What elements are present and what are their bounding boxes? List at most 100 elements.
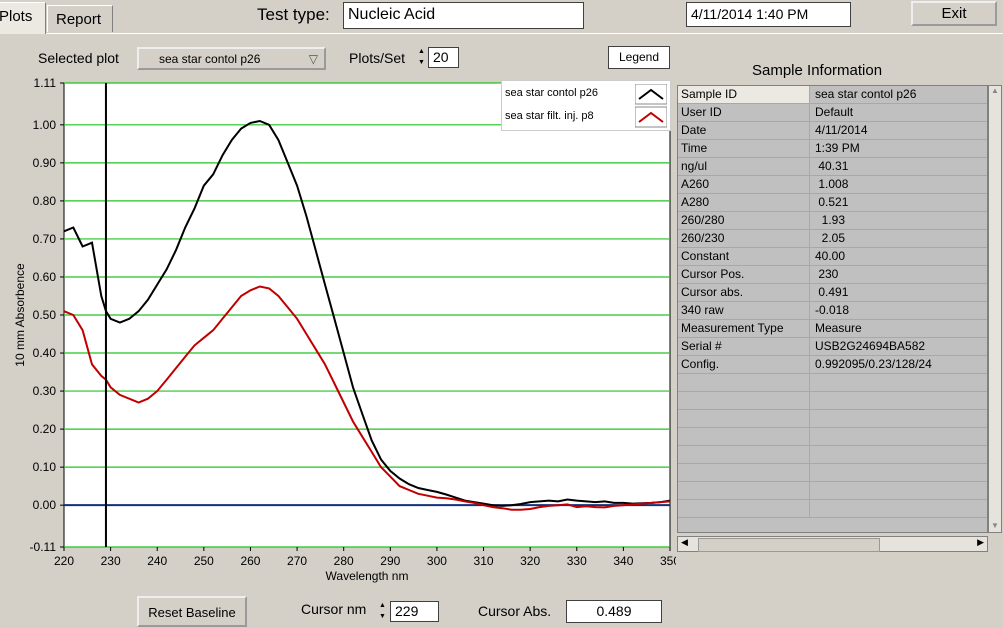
vertical-scrollbar[interactable]: ▲ ▼ (988, 85, 1002, 533)
scroll-down-icon[interactable]: ▼ (991, 521, 999, 530)
cursor-abs-label: Cursor Abs. (478, 603, 552, 619)
x-tick-label: 260 (240, 554, 260, 568)
table-cell-value: 1.008 (815, 177, 849, 191)
cursor-nm-field[interactable]: 229 (390, 601, 439, 622)
table-row: User ID Default (678, 104, 987, 122)
y-tick-label: 0.10 (33, 460, 57, 474)
y-tick-label: 0.70 (33, 232, 57, 246)
table-cell-key: A280 (678, 194, 810, 211)
table-cell-key: Sample ID (678, 86, 810, 103)
table-cell-key: Constant (678, 248, 810, 265)
table-row: Measurement Type Measure (678, 320, 987, 338)
table-cell-key: 260/280 (678, 212, 810, 229)
scroll-right-icon[interactable]: ▶ (977, 537, 984, 547)
exit-button[interactable]: Exit (911, 1, 997, 26)
sample-info-table: Sample ID sea star contol p26 User ID Defau… (677, 85, 988, 533)
legend-label-1: sea star contol p26 (505, 87, 598, 99)
sample-info-title: Sample Information (752, 62, 883, 79)
table-cell-value (810, 464, 987, 481)
x-tick-label: 350 (660, 554, 676, 568)
table-cell-value: 1.93 (815, 213, 846, 227)
plots-per-set-stepper[interactable]: ▲ ▼ (418, 48, 425, 66)
table-cell-key: Cursor abs. (678, 284, 810, 301)
table-cell-value: 1:39 PM (815, 141, 860, 155)
table-row: Serial # USB2G24694BA582 (678, 338, 987, 356)
table-cell-value: -0.018 (815, 303, 850, 317)
legend-button[interactable]: Legend (608, 46, 670, 69)
table-row: 260/230 2.05 (678, 230, 987, 248)
absorbance-chart[interactable]: -0.11 0.00 0.10 0.20 0.30 0.40 0.50 0.60 0.70 0.8… (0, 75, 676, 595)
legend-label-2: sea star filt. inj. p8 (505, 110, 594, 122)
series-line-1 (63, 119, 671, 507)
table-row (678, 428, 987, 446)
x-tick-label: 310 (474, 554, 494, 568)
scroll-thumb[interactable] (698, 538, 880, 552)
series-line-2 (63, 285, 671, 511)
x-tick-label: 250 (194, 554, 214, 568)
table-cell-value: 2.05 (815, 231, 846, 245)
x-tick-label: 330 (567, 554, 587, 568)
test-type-label: Test type: (257, 5, 330, 24)
y-tick-label: 0.30 (33, 384, 57, 398)
table-cell-value: 40.00 (815, 249, 846, 263)
table-cell-value (810, 500, 987, 517)
y-tick-label: -0.11 (30, 540, 57, 554)
table-cell-key (678, 410, 810, 427)
table-cell-value (810, 482, 987, 499)
datetime-field: 4/11/2014 1:40 PM (686, 2, 851, 27)
table-cell-value: 40.31 (815, 159, 849, 173)
test-type-field[interactable]: Nucleic Acid (343, 2, 584, 29)
cursor-abs-field: 0.489 (566, 600, 662, 623)
table-cell-value (810, 410, 987, 427)
table-cell-value (810, 392, 987, 409)
y-tick-label: 1.00 (33, 118, 57, 132)
table-row: A260 1.008 (678, 176, 987, 194)
table-row: Cursor abs. 0.491 (678, 284, 987, 302)
table-cell-key (678, 482, 810, 499)
table-cell-key: User ID (678, 104, 810, 121)
x-tick-label: 230 (101, 554, 121, 568)
reset-baseline-button[interactable]: Reset Baseline (137, 596, 247, 627)
x-tick-label: 320 (520, 554, 540, 568)
tab-plots-label: Plots (0, 8, 33, 25)
table-cell-key (678, 500, 810, 517)
table-row: A280 0.521 (678, 194, 987, 212)
table-row: Sample ID sea star contol p26 (678, 86, 987, 104)
table-cell-value: Measure (815, 321, 862, 335)
x-tick-label: 290 (380, 554, 400, 568)
table-cell-value (810, 446, 987, 463)
y-tick-label: 0.20 (33, 422, 57, 436)
table-cell-key: ng/ul (678, 158, 810, 175)
table-cell-key (678, 392, 810, 409)
table-row: Config. 0.992095/0.23/128/24 (678, 356, 987, 374)
table-cell-key: Config. (678, 356, 810, 373)
cursor-nm-stepper[interactable]: ▲ ▼ (379, 602, 386, 620)
tab-report[interactable]: Report (47, 5, 113, 32)
table-row: Cursor Pos. 230 (678, 266, 987, 284)
table-cell-value: 0.521 (815, 195, 849, 209)
cursor-nm-label: Cursor nm (301, 601, 367, 617)
table-cell-value: sea star contol p26 (815, 87, 917, 101)
tab-plots[interactable]: Plots (0, 2, 46, 34)
table-cell-value: USB2G24694BA582 (815, 339, 926, 353)
x-tick-label: 270 (287, 554, 307, 568)
y-tick-label: 0.60 (33, 270, 57, 284)
table-row: 260/280 1.93 (678, 212, 987, 230)
selected-plot-dropdown[interactable]: sea star contol p26 ▽ (137, 47, 326, 70)
table-row (678, 464, 987, 482)
table-cell-key: 260/230 (678, 230, 810, 247)
legend-swatches (635, 84, 667, 128)
table-row (678, 482, 987, 500)
chart-legend: sea star contol p26 sea star filt. inj. … (501, 80, 671, 131)
x-tick-label: 300 (427, 554, 447, 568)
x-tick-label: 220 (54, 554, 74, 568)
table-row: Date 4/11/2014 (678, 122, 987, 140)
x-tick-label: 240 (147, 554, 167, 568)
table-cell-value: Default (815, 105, 854, 119)
table-cell-key: Cursor Pos. (678, 266, 810, 283)
horizontal-scrollbar[interactable]: ◀ ▶ (677, 536, 988, 552)
plots-per-set-field[interactable]: 20 (428, 47, 459, 68)
scroll-up-icon[interactable]: ▲ (991, 86, 999, 95)
scroll-left-icon[interactable]: ◀ (681, 537, 688, 547)
table-cell-value: 4/11/2014 (815, 123, 868, 137)
